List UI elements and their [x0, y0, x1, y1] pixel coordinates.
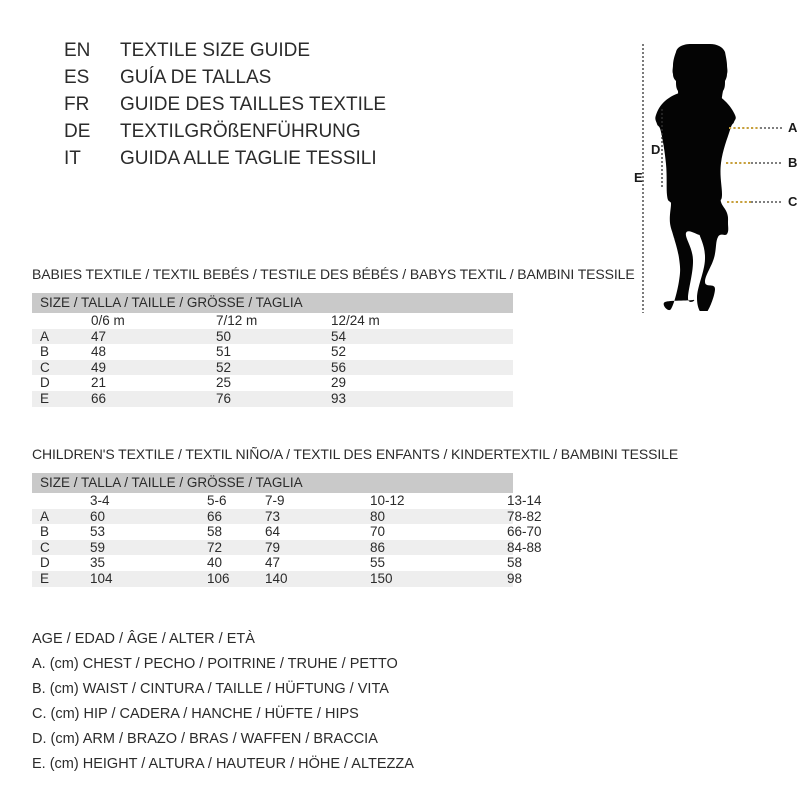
svg-text:B: B [788, 155, 797, 170]
svg-text:D: D [651, 142, 660, 157]
svg-text:C: C [788, 194, 798, 209]
svg-text:A: A [788, 120, 798, 135]
svg-text:E: E [634, 170, 643, 185]
